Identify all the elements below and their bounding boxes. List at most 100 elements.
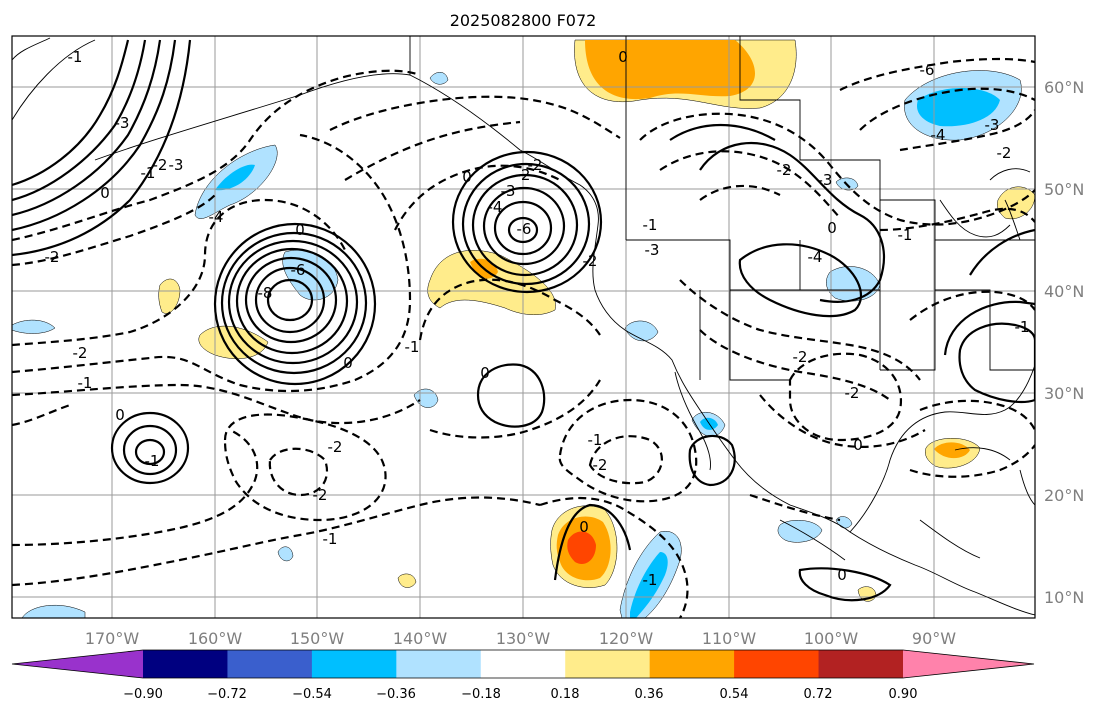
contour-label: -1	[588, 431, 603, 449]
longitude-label: 140°W	[393, 629, 448, 648]
contour-label: -6	[517, 220, 532, 238]
contour-label: -1	[1015, 318, 1030, 336]
colorbar-bin	[480, 650, 566, 678]
contour-label: -4	[808, 248, 823, 266]
contour-label: -3	[645, 241, 660, 259]
contour-label: 0	[480, 364, 490, 382]
contour-label: -1	[141, 164, 156, 182]
contour-label: -4	[488, 198, 503, 216]
contour-label: -3	[818, 171, 833, 189]
colorbar-bin	[734, 650, 820, 678]
anomaly-fill	[934, 442, 970, 459]
colorbar-bins	[143, 650, 904, 678]
colorbar-bin	[227, 650, 313, 678]
contour-label: 0	[618, 48, 628, 66]
anomaly-fill	[429, 72, 449, 85]
colorbar-tick-label: −0.72	[207, 687, 247, 702]
colorbar-bin	[565, 650, 651, 678]
contour-label: -1	[643, 571, 658, 589]
anomaly-fill	[277, 546, 294, 562]
colorbar-tick-label: −0.36	[376, 687, 416, 702]
colorbar-tick-label: 0.54	[720, 687, 749, 702]
longitude-label: 170°W	[85, 629, 140, 648]
anomaly-fill	[158, 278, 181, 314]
anomaly-fill	[12, 319, 56, 334]
contour-label: 0	[100, 184, 110, 202]
contour-label: -2	[45, 248, 60, 266]
contour-label: -1	[323, 530, 338, 548]
colorbar-bin	[818, 650, 904, 678]
colorbar-tick-label: −0.54	[292, 687, 332, 702]
colorbar-bin	[396, 650, 482, 678]
longitude-label: 120°W	[599, 629, 654, 648]
contour-label: 0	[579, 518, 589, 536]
contour-label: 0	[462, 168, 472, 186]
contour-label: 0	[295, 221, 305, 239]
latitude-axis: 60°N 50°N 40°N 30°N 20°N 10°N	[1044, 78, 1084, 607]
colorbar-bin	[649, 650, 735, 678]
contour-label: -1	[145, 452, 160, 470]
solid-contours	[12, 39, 1035, 602]
contour-label: -2	[153, 156, 168, 174]
contour-label: 0	[827, 219, 837, 237]
contour-label: -8	[258, 284, 273, 302]
contour-label: -1	[78, 374, 93, 392]
longitude-label: 90°W	[912, 629, 956, 648]
colorbar-over-arrow	[903, 650, 1034, 678]
colorbar-under-arrow	[12, 650, 143, 678]
contour-label: 0	[853, 436, 863, 454]
contour-label: 0	[837, 566, 847, 584]
contour-label: -2	[793, 348, 808, 366]
anomaly-fill	[567, 531, 596, 565]
contour-label: -1	[68, 48, 83, 66]
colorbar-tick-label: 0.18	[551, 687, 580, 702]
latitude-label: 50°N	[1044, 180, 1084, 199]
longitude-label: 160°W	[188, 629, 243, 648]
longitude-label: 110°W	[702, 629, 757, 648]
contour-label: -1	[898, 226, 913, 244]
colorbar-tick-label: 0.90	[889, 687, 918, 702]
anomaly-fill	[397, 573, 417, 588]
contour-label: -2	[313, 486, 328, 504]
latitude-label: 60°N	[1044, 78, 1084, 97]
anomaly-fill	[630, 552, 668, 618]
latitude-label: 30°N	[1044, 384, 1084, 403]
colorbar-tick-label: 0.36	[635, 687, 664, 702]
contour-label: -6	[920, 61, 935, 79]
longitude-label: 100°W	[804, 629, 859, 648]
contour-label: -3	[169, 156, 184, 174]
latitude-label: 40°N	[1044, 282, 1084, 301]
contour-label: 0	[343, 354, 353, 372]
longitude-axis: 170°W 160°W 150°W 140°W 130°W 120°W 110°…	[85, 629, 956, 648]
figure-title: 2025082800 F072	[450, 11, 597, 30]
contour-label: -2	[593, 456, 608, 474]
colorbar-tick-label: 0.72	[804, 687, 833, 702]
map-plot-area: -1 -3 -2 0 -1 -2 -3 -4 -6 -8 0 -2 -1 0 0…	[12, 36, 1035, 618]
colorbar-bin	[311, 650, 397, 678]
contour-label: -6	[291, 261, 306, 279]
contour-label: -2	[777, 161, 792, 179]
anomaly-fill	[826, 266, 881, 302]
contour-label: -2	[583, 252, 598, 270]
anomaly-fill	[585, 40, 755, 100]
contour-label: -2	[845, 384, 860, 402]
colorbar-tick-label: −0.90	[123, 687, 163, 702]
longitude-label: 150°W	[290, 629, 345, 648]
latitude-label: 10°N	[1044, 588, 1084, 607]
contour-label: -2	[73, 344, 88, 362]
contour-label: -1	[643, 216, 658, 234]
contour-label: -4	[209, 208, 224, 226]
anomaly-fill	[21, 605, 86, 618]
latitude-label: 20°N	[1044, 486, 1084, 505]
contour-labels: -1 -3 -2 0 -1 -2 -3 -4 -6 -8 0 -2 -1 0 0…	[45, 48, 1030, 589]
contour-label: -2	[328, 438, 343, 456]
contour-label: -2	[516, 166, 531, 184]
colorbar-tick-label: −0.18	[461, 687, 501, 702]
map-frame	[11, 35, 1036, 619]
coastlines	[12, 36, 1035, 616]
colorbar-ticks: −0.90 −0.72 −0.54 −0.36 −0.18 0.18 0.36 …	[123, 687, 917, 702]
gridlines	[12, 36, 1035, 618]
anomaly-fill	[916, 88, 1000, 127]
colorbar: −0.90 −0.72 −0.54 −0.36 −0.18 0.18 0.36 …	[11, 649, 1035, 702]
